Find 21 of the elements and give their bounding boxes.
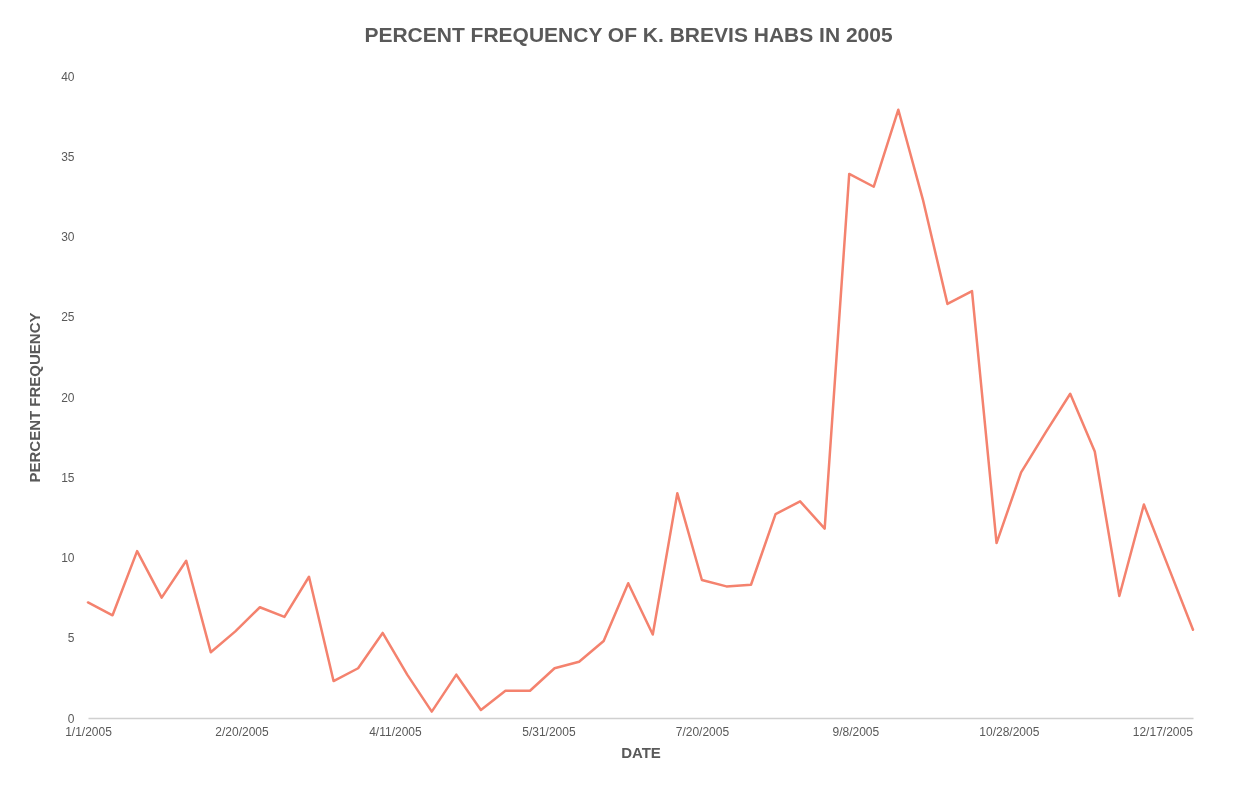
y-tick-label: 5 bbox=[67, 631, 75, 646]
y-tick-label: 15 bbox=[61, 470, 75, 485]
x-tick-label: 12/17/2005 bbox=[1132, 724, 1194, 739]
x-tick-label: 10/28/2005 bbox=[979, 724, 1040, 739]
x-tick-label: 7/20/2005 bbox=[675, 724, 730, 739]
y-tick-label: 10 bbox=[61, 551, 75, 565]
x-axis-title: DATE bbox=[621, 743, 661, 761]
y-tick-label: 0 bbox=[67, 711, 75, 726]
x-tick-label: 2/20/2005 bbox=[215, 724, 269, 739]
line-series bbox=[86, 108, 1195, 713]
x-tick-label: 1/1/2005 bbox=[65, 724, 113, 739]
x-tick-label: 9/8/2005 bbox=[832, 724, 880, 739]
y-tick-label: 25 bbox=[61, 310, 75, 325]
y-tick-label: 30 bbox=[61, 230, 75, 244]
y-tick-label: 20 bbox=[61, 390, 75, 405]
y-tick-label: 40 bbox=[61, 69, 75, 84]
x-tick-label: 5/31/2005 bbox=[522, 724, 576, 739]
y-tick-label: 35 bbox=[61, 149, 75, 164]
chart-title: PERCENT FREQUENCY OF K. BREVIS HABS IN 2005 bbox=[364, 23, 893, 46]
y-axis-title: PERCENT FREQUENCY bbox=[26, 312, 44, 483]
x-tick-label: 4/11/2005 bbox=[369, 724, 423, 739]
